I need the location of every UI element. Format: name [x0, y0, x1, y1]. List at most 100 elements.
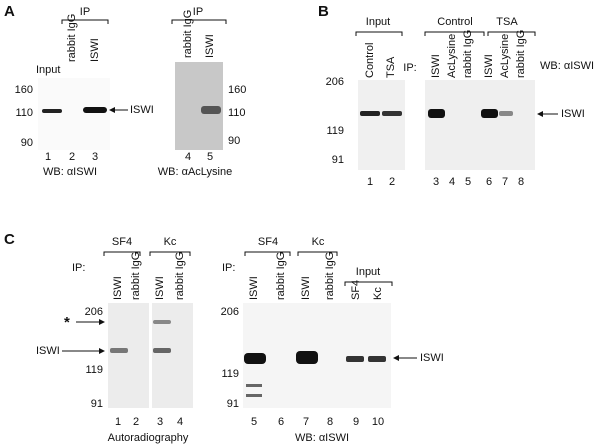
lane-number: 6 — [278, 416, 284, 428]
band — [499, 111, 513, 116]
lane-number: 8 — [518, 176, 524, 188]
lane-number: 4 — [449, 176, 455, 188]
lane-label: AcLysine — [499, 34, 511, 78]
lane-label: ISWI — [430, 54, 442, 78]
band — [246, 394, 262, 397]
bracket — [487, 31, 536, 36]
lane-number: 2 — [389, 176, 395, 188]
band — [296, 351, 318, 364]
band-label: ISWI — [420, 352, 444, 364]
lane-number: 9 — [353, 416, 359, 428]
band — [244, 353, 266, 364]
lane-label: ISWI — [300, 276, 312, 300]
bracket — [297, 251, 338, 256]
lane-label: rabbit IgG — [66, 14, 78, 62]
marker: 206 — [326, 76, 344, 88]
band — [382, 111, 402, 116]
lane-number: 7 — [303, 416, 309, 428]
lane-label: rabbit IgG — [275, 252, 287, 300]
group-header: Kc — [164, 236, 177, 248]
lane-label: ISWI — [248, 276, 260, 300]
band — [153, 320, 171, 324]
band — [153, 348, 171, 353]
lane-label: TSA — [385, 56, 397, 78]
lane-number: 2 — [133, 416, 139, 428]
lane-label: Kc — [372, 287, 384, 300]
lane-number: 5 — [207, 151, 213, 163]
marker: 206 — [85, 306, 103, 318]
group-header: Input — [366, 16, 390, 28]
band — [42, 109, 62, 113]
band — [368, 356, 386, 362]
divider — [149, 303, 152, 408]
marker: 90 — [21, 137, 33, 149]
band — [481, 109, 498, 118]
lane-label: rabbit IgG — [515, 30, 527, 78]
bracket — [244, 251, 291, 256]
lane-number: 4 — [185, 151, 191, 163]
panel-label: C — [4, 231, 15, 248]
star: * — [64, 314, 70, 331]
band — [360, 111, 380, 116]
panel-label: A — [4, 3, 15, 20]
lane-label: ISWI — [154, 276, 166, 300]
lane-label: ISWI — [204, 34, 216, 58]
lane-number: 5 — [251, 416, 257, 428]
wb-label: WB: αAcLysine — [158, 166, 232, 178]
marker: 91 — [332, 154, 344, 166]
wb-label: WB: αISWI — [43, 166, 97, 178]
wb-label: WB: αISWI — [540, 60, 594, 72]
lane-label: rabbit IgG — [324, 252, 336, 300]
lane-number: 8 — [327, 416, 333, 428]
bracket — [355, 31, 403, 36]
bracket — [344, 281, 393, 286]
blot — [425, 80, 535, 170]
band — [83, 107, 107, 113]
band-label: ISWI — [130, 104, 154, 116]
ip-header: IP — [193, 6, 203, 18]
marker: 110 — [228, 107, 246, 119]
blot — [358, 80, 405, 170]
marker: 160 — [15, 84, 33, 96]
lane-number: 4 — [177, 416, 183, 428]
ip-label: IP: — [222, 262, 235, 274]
ip-label: IP: — [403, 62, 416, 74]
marker: 91 — [91, 398, 103, 410]
band — [346, 356, 364, 362]
lane-number: 3 — [433, 176, 439, 188]
lane-label: rabbit IgG — [462, 30, 474, 78]
band — [246, 384, 262, 387]
lane-number: 1 — [115, 416, 121, 428]
lane-number: 5 — [465, 176, 471, 188]
band-label: ISWI — [36, 345, 60, 357]
lane-number: 3 — [157, 416, 163, 428]
lane-number: 6 — [486, 176, 492, 188]
ip-header: IP — [80, 6, 90, 18]
lane-label: rabbit IgG — [130, 252, 142, 300]
lane-label: Control — [364, 43, 376, 78]
marker: 91 — [227, 398, 239, 410]
band — [110, 348, 128, 353]
group-header: SF4 — [112, 236, 132, 248]
bracket — [61, 19, 109, 24]
marker: 110 — [15, 107, 33, 119]
lane-label: ISWI — [483, 54, 495, 78]
lane-number: 3 — [92, 151, 98, 163]
group-header: TSA — [496, 16, 518, 28]
caption: Autoradiography — [108, 432, 189, 444]
bracket — [424, 31, 485, 36]
lane-label: ISWI — [112, 276, 124, 300]
panel-label: B — [318, 3, 329, 20]
bracket — [103, 251, 141, 256]
marker: 90 — [228, 135, 240, 147]
lane-number: 10 — [372, 416, 384, 428]
marker: 119 — [85, 364, 103, 376]
band — [201, 106, 221, 114]
lane-label: rabbit IgG — [182, 10, 194, 58]
blot — [38, 78, 110, 150]
marker: 119 — [221, 368, 239, 380]
band — [428, 109, 445, 118]
